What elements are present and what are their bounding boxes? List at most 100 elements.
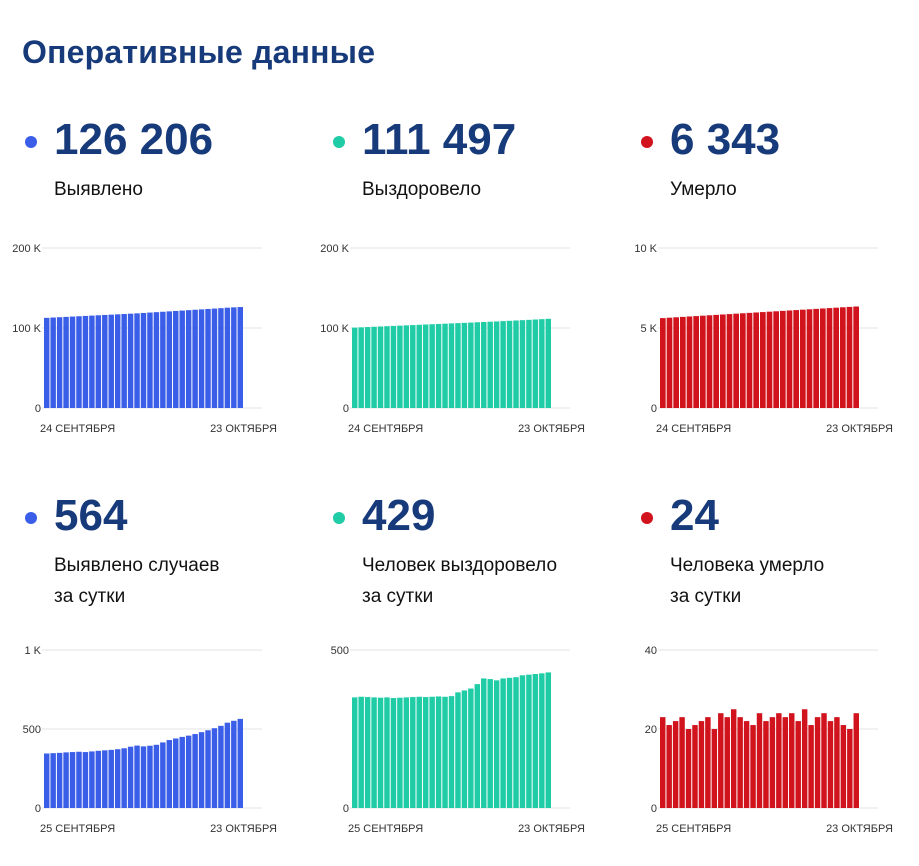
stat-label: Выздоровело [362, 179, 482, 200]
bar [545, 672, 551, 808]
bar [416, 696, 422, 808]
bar [56, 752, 63, 808]
bar [834, 717, 840, 808]
bar [840, 725, 847, 808]
bar [743, 721, 750, 808]
page-title: Оперативные данные [22, 34, 376, 70]
bar [44, 317, 50, 408]
bar [513, 677, 519, 808]
bar [384, 326, 390, 408]
bar-chart: 200 K 100 K 0 24 СЕНТЯБРЯ 23 ОКТЯБРЯ [320, 243, 585, 435]
stat-card-4: 564 Выявлено случаев за сутки 1 K 500 0 25 СЕ… [22, 484, 312, 864]
bar [211, 728, 218, 808]
stat-label: Человек выздоровело за сутки [362, 555, 558, 607]
bar [134, 745, 140, 808]
bar [114, 314, 121, 408]
bar [121, 748, 127, 808]
bar [95, 750, 102, 808]
bar [698, 721, 705, 808]
stat-label: Выявлено [54, 179, 143, 200]
bar [448, 323, 455, 408]
bar [192, 734, 198, 808]
bar-chart: 500 0 25 СЕНТЯБРЯ 23 ОКТЯБРЯ [331, 645, 585, 835]
bar [461, 690, 468, 808]
bar [403, 325, 410, 408]
bar [69, 752, 76, 808]
bar [532, 319, 539, 408]
bar [153, 312, 160, 408]
bar [539, 319, 545, 408]
bar [740, 313, 746, 408]
bar [422, 697, 429, 808]
bar [780, 310, 786, 408]
stat-value: 6 343 [670, 115, 781, 164]
bar [526, 319, 532, 408]
bar [713, 314, 719, 408]
bar [448, 696, 455, 808]
bar [371, 326, 377, 408]
bar [519, 320, 526, 408]
bar [506, 320, 513, 408]
bar [753, 312, 759, 408]
bar [442, 323, 448, 408]
legend-dot [25, 136, 37, 148]
y-tick-label: 100 K [12, 323, 41, 335]
bar [487, 679, 493, 808]
bar [358, 696, 364, 808]
bar [685, 729, 692, 808]
bar [364, 327, 371, 408]
bar [108, 314, 114, 408]
bar [795, 721, 801, 808]
bar [44, 753, 50, 808]
bar [800, 309, 806, 408]
bar [679, 717, 685, 808]
bar [147, 745, 153, 808]
bar [95, 315, 102, 408]
stat-card-1: 126 206 Выявлено 200 K 100 K 0 24 СЕНТЯБРЯ 23 … [12, 108, 312, 488]
bar [89, 315, 95, 408]
stat-label: Человека умерло за сутки [670, 555, 825, 607]
bar [185, 310, 192, 408]
bar [377, 697, 384, 808]
bar [179, 310, 185, 408]
bar [455, 323, 461, 408]
bar [224, 307, 231, 408]
bar [532, 674, 539, 808]
stat-card-6: 24 Человека умерло за сутки 40 20 0 25 СЕНТЯБ… [638, 484, 919, 864]
bar [820, 308, 826, 408]
bar [205, 730, 211, 808]
y-tick-label: 1 K [24, 645, 41, 657]
bar [487, 321, 493, 408]
bar [826, 308, 833, 408]
bar-chart: 200 K 100 K 0 24 СЕНТЯБРЯ 23 ОКТЯБРЯ [12, 243, 277, 435]
bar [153, 744, 160, 808]
bar [166, 740, 173, 808]
bar [384, 697, 390, 808]
bar [481, 678, 487, 808]
bar [102, 750, 108, 808]
bar [442, 696, 448, 808]
x-start-label: 24 СЕНТЯБРЯ [40, 423, 115, 435]
bar [801, 709, 808, 808]
bar [813, 308, 819, 408]
bar [769, 717, 776, 808]
bar [746, 312, 753, 408]
bar [500, 678, 506, 808]
bar [766, 311, 773, 408]
bar [526, 674, 532, 808]
legend-dot [333, 512, 345, 524]
y-tick-label: 0 [35, 403, 41, 415]
bar [179, 736, 185, 808]
bar [468, 322, 474, 408]
bar [416, 324, 422, 408]
stat-value: 429 [362, 491, 436, 540]
bar [513, 320, 519, 408]
bar [853, 306, 859, 408]
bar [726, 314, 733, 408]
bar [397, 325, 403, 408]
bar [114, 749, 121, 808]
bar [711, 729, 718, 808]
bar [519, 675, 526, 808]
bar [847, 729, 853, 808]
bar [706, 315, 713, 408]
